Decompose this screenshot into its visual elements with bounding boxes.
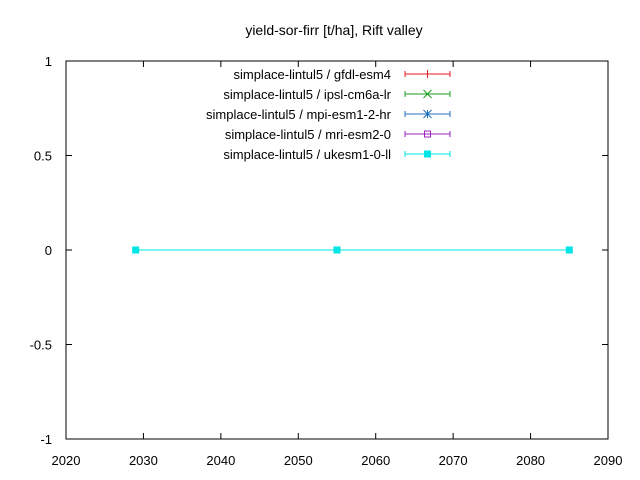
x-tick-label: 2040 (206, 453, 235, 468)
x-tick-label: 2080 (516, 453, 545, 468)
y-tick-label: -0.5 (30, 338, 52, 353)
x-tick-label: 2030 (129, 453, 158, 468)
legend: simplace-lintul5 / gfdl-esm4 simplace-lin… (206, 67, 451, 162)
legend-errorbar-cap (404, 131, 451, 137)
x-tick-label: 2070 (439, 453, 468, 468)
x-tick-label: 2090 (594, 453, 623, 468)
legend-errorbar-cap (404, 71, 451, 77)
y-tick-label: 0 (45, 243, 52, 258)
data-point (333, 246, 341, 254)
legend-label: simplace-lintul5 / ipsl-cm6a-lr (223, 87, 391, 102)
legend-marker (423, 109, 432, 119)
chart-title: yield-sor-firr [t/ha], Rift valley (245, 22, 422, 38)
series (132, 246, 573, 254)
x-tick-label: 2050 (284, 453, 313, 468)
series-layer (132, 246, 573, 254)
x-tick-label: 2060 (361, 453, 390, 468)
legend-marker (423, 70, 432, 78)
y-tick-label: 0.5 (34, 149, 52, 164)
legend-errorbar-cap (404, 91, 451, 97)
x-tick-label: 2020 (52, 453, 81, 468)
legend-marker (423, 89, 432, 99)
axis-ticks: 2020 2030 2040 2050 2060 2070 2080 2090 1 0.5 0 -0.… (30, 54, 623, 468)
data-point (132, 246, 140, 254)
y-tick-label: -1 (40, 432, 52, 447)
legend-errorbar-cap (404, 151, 451, 157)
legend-marker (424, 130, 431, 138)
legend-marker (424, 150, 431, 158)
legend-label: simplace-lintul5 / mri-esm2-0 (225, 127, 391, 142)
legend-label: simplace-lintul5 / ukesm1-0-ll (223, 147, 391, 162)
legend-errorbar-cap (404, 111, 451, 117)
y-tick-label: 1 (45, 54, 52, 69)
legend-label: simplace-lintul5 / mpi-esm1-2-hr (206, 107, 392, 122)
data-point (565, 246, 573, 254)
legend-label: simplace-lintul5 / gfdl-esm4 (233, 67, 391, 82)
